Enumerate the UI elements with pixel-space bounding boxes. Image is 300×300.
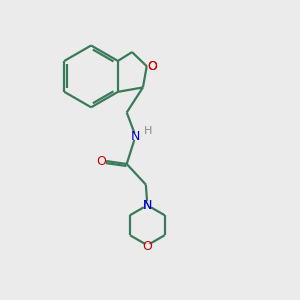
Text: N: N — [142, 199, 152, 212]
Text: N: N — [142, 199, 152, 212]
Text: H: H — [144, 126, 152, 136]
Text: O: O — [147, 60, 157, 73]
Text: O: O — [142, 240, 152, 253]
Text: O: O — [147, 60, 157, 73]
Text: O: O — [96, 154, 106, 167]
Text: N: N — [131, 130, 140, 142]
